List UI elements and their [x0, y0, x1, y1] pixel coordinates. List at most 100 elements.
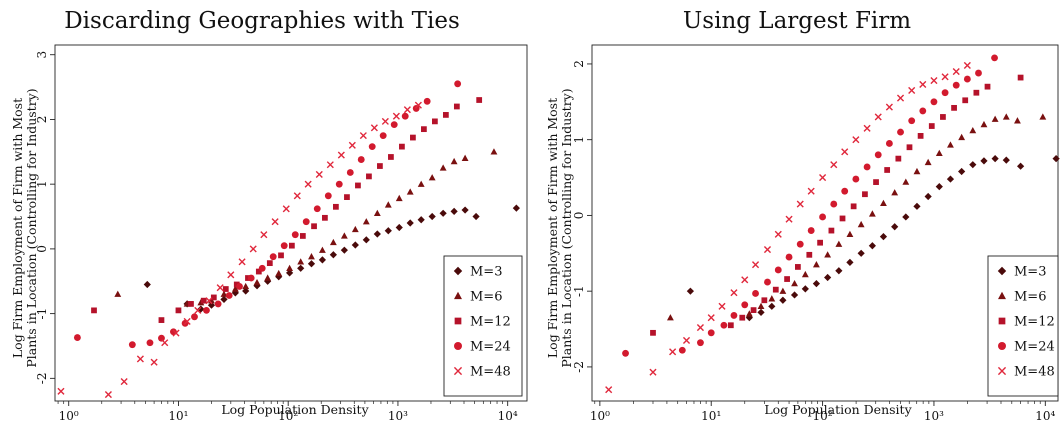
data-point	[322, 214, 328, 221]
data-point	[348, 141, 356, 149]
data-point	[975, 69, 982, 77]
data-point	[697, 339, 704, 347]
data-point	[359, 132, 367, 140]
y-tick-label: -2	[572, 361, 586, 373]
legend-marker	[998, 291, 1006, 300]
data-point	[231, 285, 239, 292]
data-point	[885, 103, 893, 111]
data-point	[249, 245, 257, 253]
data-point	[779, 296, 787, 304]
data-point	[868, 210, 876, 217]
data-point	[439, 209, 447, 217]
data-point	[351, 225, 359, 233]
data-point	[311, 223, 317, 230]
data-point	[879, 233, 888, 241]
data-point	[417, 180, 425, 187]
y-axis-label-line-2: Plants in Location (Controlling for Indu…	[559, 88, 574, 367]
data-point	[282, 205, 290, 213]
data-point	[146, 339, 154, 347]
data-point	[158, 317, 165, 323]
data-point	[357, 156, 365, 163]
data-point	[326, 161, 334, 169]
data-point	[897, 128, 904, 136]
data-point	[973, 89, 980, 96]
data-point	[806, 251, 813, 258]
x-tick-label: 10⁰	[590, 409, 610, 421]
data-point	[161, 339, 169, 347]
data-point	[91, 307, 97, 314]
data-point	[128, 341, 136, 349]
data-point	[225, 292, 233, 299]
data-point	[286, 269, 294, 277]
data-point	[969, 161, 977, 169]
legend-marker	[454, 342, 462, 350]
y-tick-label: 0	[572, 212, 586, 220]
data-point	[745, 310, 753, 317]
data-point	[238, 258, 246, 266]
data-point	[666, 314, 674, 321]
data-point	[1014, 117, 1021, 124]
data-point	[794, 264, 801, 270]
data-point	[873, 179, 879, 185]
data-point	[991, 115, 999, 122]
data-point	[819, 173, 827, 182]
data-point	[344, 194, 350, 200]
data-point	[406, 188, 414, 195]
legend-marker	[454, 317, 462, 325]
legend-label: M=48	[1014, 365, 1055, 380]
data-point	[906, 144, 913, 151]
data-point	[727, 322, 734, 329]
data-point	[188, 301, 194, 307]
x-axis-label: Log Population Density	[764, 402, 912, 417]
y-tick-label: 0	[35, 245, 49, 253]
data-point	[57, 387, 65, 395]
data-point	[417, 216, 425, 224]
data-point	[384, 201, 392, 208]
data-point	[835, 267, 843, 275]
data-point	[104, 390, 112, 399]
data-point	[368, 143, 376, 151]
data-point	[874, 151, 882, 159]
data-point	[197, 299, 205, 306]
data-point	[395, 194, 403, 202]
y-axis-label-line-1: Log Firm Employment of Firm with Most	[545, 98, 560, 358]
x-tick-label: 10¹	[168, 409, 188, 421]
data-point	[757, 308, 765, 316]
data-point	[917, 133, 924, 139]
data-point	[807, 227, 815, 234]
data-point	[271, 218, 279, 226]
data-point	[324, 192, 332, 200]
data-point	[752, 290, 759, 297]
data-point	[924, 158, 932, 166]
data-point	[337, 151, 345, 159]
data-point	[984, 83, 991, 90]
data-point	[768, 302, 776, 310]
data-point	[340, 246, 348, 254]
data-point	[308, 253, 315, 260]
data-point	[696, 323, 704, 332]
data-point	[908, 86, 916, 95]
data-point	[862, 191, 868, 198]
data-point	[940, 114, 946, 120]
data-point	[686, 287, 694, 295]
legend-label: M=3	[1014, 265, 1046, 280]
chart-panel-left: Discarding Geographies with Ties Log Fir…	[10, 8, 528, 421]
data-point	[264, 277, 272, 285]
data-point	[828, 227, 835, 234]
data-point	[351, 241, 359, 249]
y-axis-label-line-2: Plants in Location (Controlling for Indu…	[24, 88, 39, 367]
data-point	[801, 285, 809, 293]
data-point	[741, 276, 749, 284]
data-point	[750, 307, 757, 313]
data-point	[707, 314, 715, 322]
data-point	[222, 286, 229, 292]
data-point	[255, 268, 262, 275]
data-point	[941, 73, 949, 81]
data-point	[203, 306, 210, 314]
data-point	[622, 349, 629, 357]
data-point	[741, 301, 749, 309]
data-point	[852, 136, 860, 144]
data-point	[406, 219, 414, 227]
data-point	[824, 251, 832, 258]
legend-label: M=3	[470, 265, 502, 280]
